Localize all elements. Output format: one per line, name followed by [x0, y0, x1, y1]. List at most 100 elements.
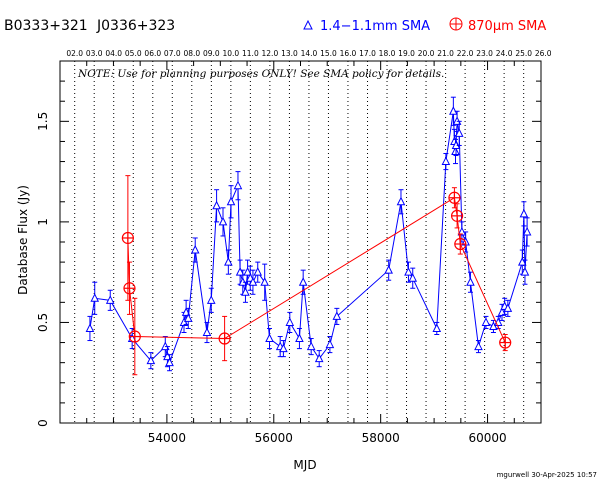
- data-point: [408, 273, 418, 282]
- data-point: [128, 330, 141, 343]
- x-axis: 54000 56000 58000 60000: [59, 61, 542, 445]
- x-tick-label: 54000: [148, 431, 186, 445]
- footer-credit: mgurwell 30-Apr-2025 10:57: [497, 471, 597, 479]
- data-point: [522, 226, 532, 236]
- y-tick-label: 1.5: [36, 112, 50, 131]
- top-axis-label: 20.0: [418, 49, 435, 58]
- top-axis-label: 17.0: [359, 49, 376, 58]
- data-point: [218, 332, 231, 345]
- y-axis: 0 0.5 1 1.5: [36, 60, 541, 427]
- data-point: [85, 323, 95, 332]
- data-point: [235, 267, 245, 276]
- data-point: [123, 282, 136, 295]
- data-point: [325, 339, 335, 349]
- data-point: [105, 295, 115, 304]
- top-axis-label: 03.0: [86, 49, 103, 58]
- data-point: [90, 293, 100, 302]
- top-axis-label: 21.0: [437, 49, 454, 58]
- top-axis-label: 04.0: [105, 49, 122, 58]
- y-tick-label: 1: [36, 218, 50, 226]
- data-point: [474, 341, 483, 351]
- data-point: [265, 333, 274, 343]
- data-point: [241, 287, 250, 296]
- y-tick-label: 0.5: [36, 313, 50, 332]
- top-axis-label: 25.0: [515, 49, 532, 58]
- top-axis-label: 10.0: [223, 49, 240, 58]
- data-point: [384, 265, 393, 274]
- source-alias: J0336+323: [96, 18, 175, 34]
- legend-870: 870μm SMA: [449, 17, 546, 34]
- x-axis-label: MJD: [293, 458, 316, 472]
- top-axis-label: 08.0: [183, 49, 200, 58]
- data-point: [404, 267, 413, 276]
- data-point: [432, 323, 442, 332]
- series-1mm: [85, 96, 532, 372]
- data-point: [202, 327, 212, 336]
- data-point: [248, 277, 258, 286]
- data-point: [448, 191, 461, 204]
- data-point: [489, 321, 498, 330]
- planning-note: NOTE: Use for planning purposes ONLY! Se…: [77, 68, 444, 80]
- top-axis-label: 16.0: [340, 49, 357, 58]
- top-axis-label: 15.0: [320, 49, 337, 58]
- legend-1mm: 1.4−1.1mm SMA: [303, 19, 430, 34]
- data-point: [298, 277, 308, 286]
- data-point: [497, 307, 507, 316]
- top-axis-label: 02.0: [66, 49, 83, 58]
- data-point: [121, 231, 134, 245]
- data-point: [183, 313, 193, 322]
- data-point: [306, 341, 316, 351]
- top-axis-label: 19.0: [398, 49, 415, 58]
- data-point: [165, 357, 174, 367]
- legend-870-label: 870μm SMA: [468, 19, 546, 34]
- x-tick-label: 56000: [255, 431, 293, 445]
- top-axis-label: 07.0: [164, 49, 181, 58]
- data-point: [451, 146, 460, 155]
- data-point: [454, 237, 467, 251]
- data-point: [519, 208, 529, 218]
- top-axis-label: 18.0: [379, 49, 396, 58]
- source-name: B0333+321: [4, 18, 88, 34]
- data-point: [332, 311, 342, 320]
- legend-triangle-icon: [303, 19, 313, 30]
- data-point: [295, 333, 304, 343]
- data-point: [243, 267, 252, 276]
- y-axis-label: Database Flux (Jy): [16, 185, 30, 295]
- top-axis-label: 05.0: [125, 49, 142, 58]
- x-tick-label: 58000: [362, 431, 400, 445]
- top-axis-label: 13.0: [281, 49, 298, 58]
- top-axis-label: 09.0: [203, 49, 220, 58]
- top-axis-label: 23.0: [476, 49, 493, 58]
- data-point: [212, 200, 221, 210]
- data-point: [226, 196, 236, 206]
- legend-1mm-label: 1.4−1.1mm SMA: [320, 19, 430, 34]
- data-point: [396, 196, 406, 206]
- data-point: [454, 128, 464, 137]
- data-point: [253, 267, 263, 276]
- data-point: [206, 295, 216, 304]
- series-870: [121, 175, 512, 376]
- top-axis-label: 06.0: [144, 49, 161, 58]
- data-point: [190, 244, 200, 254]
- data-point: [520, 267, 530, 276]
- data-point: [279, 343, 288, 353]
- data-point: [466, 277, 475, 286]
- top-axis-labels: 02.0 03.0 04.0 05.0 06.0 07.0 08.0 09.0 10.0 11.0…: [66, 49, 551, 58]
- year-grid: [74, 61, 525, 423]
- data-point: [218, 216, 228, 226]
- data-point: [224, 256, 233, 266]
- data-point: [481, 317, 491, 326]
- top-axis-label: 24.0: [496, 49, 513, 58]
- data-point: [503, 303, 513, 312]
- data-point: [517, 256, 527, 266]
- top-axis-label: 11.0: [242, 49, 259, 58]
- top-axis-label: 12.0: [262, 49, 279, 58]
- y-tick-label: 0: [36, 419, 50, 427]
- top-axis-label: 26.0: [535, 49, 552, 58]
- data-point: [314, 353, 324, 363]
- top-axis-label: 22.0: [457, 49, 474, 58]
- top-axis-label: 14.0: [301, 49, 318, 58]
- data-point: [233, 180, 243, 190]
- data-point: [285, 317, 295, 326]
